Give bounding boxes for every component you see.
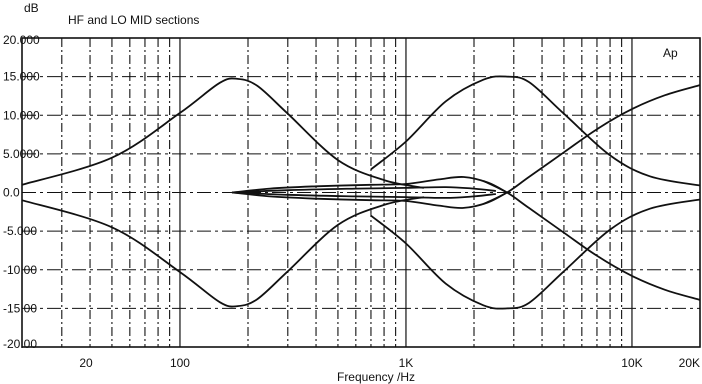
y-axis-label: dB [24,1,39,15]
x-tick-label: 10K [621,356,642,370]
x-tick-label: 1K [399,356,414,370]
y-tick-label: -10.00 [3,263,37,277]
y-tick-label: 10.000 [3,108,40,122]
x-tick-label: 20K [679,356,700,370]
x-tick-label: 100 [170,356,190,370]
y-tick-label: -5.000 [3,224,37,238]
y-tick-label: -15.00 [3,301,37,315]
response-curve [231,176,508,194]
corner-label: Ap [663,46,678,60]
y-tick-label: 20.000 [3,33,40,47]
chart-title: HF and LO MID sections [68,13,199,27]
x-tick-label: 20 [79,356,93,370]
response-curve [231,186,496,194]
response-curves [21,75,701,310]
response-curve [483,84,701,205]
y-tick-label: 5.0000 [3,147,40,161]
response-curve [231,191,508,209]
y-tick-label: -20.00 [3,337,37,351]
x-axis-label: Frequency /Hz [337,370,415,384]
response-curve [370,198,701,310]
response-curve [21,77,425,189]
y-tick-label: 15.000 [3,70,40,84]
response-curve [231,191,496,199]
response-curve [483,180,701,301]
response-curve [370,75,701,187]
x-tick-labels: 20 100 1K 10K 20K [79,356,700,370]
grid-lines [21,37,701,348]
y-tick-label: 0.0 [3,186,20,200]
response-curve [21,196,425,308]
plot-frame [21,37,701,348]
y-tick-labels: 20.000 15.000 10.000 5.0000 0.0 -5.000 -10.00 -… [3,33,40,351]
